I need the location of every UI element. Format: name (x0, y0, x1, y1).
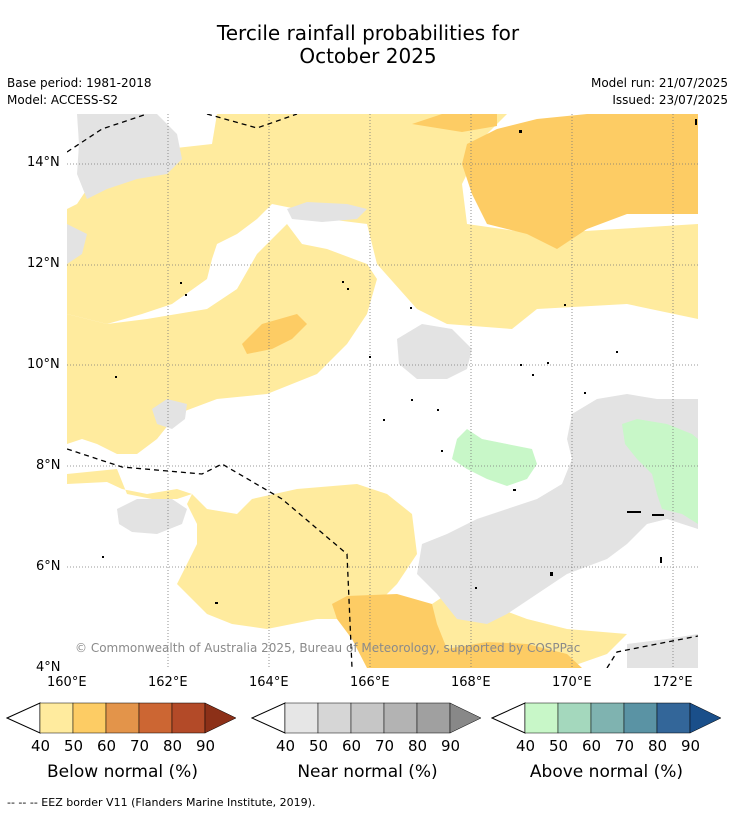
above-normal-40-50-regions (452, 419, 698, 524)
colorbar-swatch (39, 702, 74, 734)
islands (102, 119, 697, 604)
region-nw-grey (77, 114, 182, 199)
colorbar-swatch (524, 702, 559, 734)
colorbar-swatch (590, 702, 625, 734)
region-center-orange (242, 314, 307, 354)
colorbar-tick: 50 (549, 737, 569, 755)
below-normal-50-60-regions (242, 114, 698, 668)
colorbar-swatch (171, 702, 206, 734)
eez-borders (67, 114, 698, 668)
colorbar-near-normal-scale (251, 702, 482, 734)
colorbar-tick: 80 (408, 737, 428, 755)
colorbar-tick: 50 (309, 737, 329, 755)
colorbar-tick: 40 (516, 737, 536, 755)
colorbar-swatch (557, 702, 592, 734)
issued-date: Issued: 23/07/2025 (612, 93, 728, 107)
lat-label: 14°N (27, 155, 60, 170)
colorbar-title: Above normal (%) (529, 762, 684, 782)
colorbar-above-normal-scale (491, 702, 722, 734)
colorbar-max-arrow (204, 702, 237, 734)
lat-label: 4°N (36, 660, 61, 675)
lat-label: 6°N (36, 559, 61, 574)
lon-label: 170°E (552, 675, 592, 690)
lat-label: 8°N (36, 458, 61, 473)
region-north-orange (412, 114, 497, 132)
model-name: Model: ACCESS-S2 (7, 93, 119, 107)
copyright-notice: © Commonwealth of Australia 2025, Bureau… (75, 641, 581, 655)
region-west-yellow (67, 224, 377, 454)
colorbar-tick: 80 (648, 737, 668, 755)
title-line-1: Tercile rainfall probabilities for (216, 21, 520, 45)
lon-label: 166°E (350, 675, 390, 690)
lon-label: 160°E (47, 675, 87, 690)
colorbar-tick: 40 (31, 737, 51, 755)
eez-footnote: -- -- -- EEZ border V11 (Flanders Marine… (7, 796, 316, 809)
below-normal-40-50-regions (67, 114, 698, 668)
colorbar-tick: 70 (375, 737, 395, 755)
region-south-yellow (67, 469, 417, 629)
colorbar-tick: 70 (130, 737, 150, 755)
map-title: Tercile rainfall probabilities for Octob… (0, 22, 736, 68)
lat-label: 10°N (27, 357, 60, 372)
colorbar-tick: 80 (163, 737, 183, 755)
colorbar-swatch (72, 702, 107, 734)
colorbar-tick: 60 (582, 737, 602, 755)
lat-label: 12°N (27, 256, 60, 271)
title-line-2: October 2025 (299, 44, 437, 68)
colorbar-min-arrow (491, 702, 526, 734)
colorbar-swatch (284, 702, 319, 734)
graticule (67, 114, 698, 668)
lon-label: 164°E (249, 675, 289, 690)
colorbar-tick: 70 (615, 737, 635, 755)
colorbar-swatch (138, 702, 173, 734)
region-northeast-orange (462, 114, 698, 249)
colorbar-max-arrow (449, 702, 482, 734)
lon-label: 172°E (653, 675, 693, 690)
map-area (67, 114, 698, 668)
colorbar-swatch (656, 702, 691, 734)
region-south-orange (332, 594, 582, 668)
region-southeast-grey (627, 634, 698, 668)
colorbar-tick: 90 (441, 737, 461, 755)
base-period: Base period: 1981-2018 (7, 76, 152, 90)
colorbar-swatch (317, 702, 352, 734)
colorbar-tick: 90 (681, 737, 701, 755)
colorbar-tick: 60 (342, 737, 362, 755)
lon-label: 168°E (451, 675, 491, 690)
map-canvas (67, 114, 698, 668)
model-run: Model run: 21/07/2025 (590, 76, 728, 90)
colorbar-tick: 90 (196, 737, 216, 755)
region-center-grey (397, 324, 472, 379)
colorbar-tick: 40 (276, 737, 296, 755)
colorbar-tick: 60 (97, 737, 117, 755)
lon-label: 162°E (148, 675, 188, 690)
region-small-grey (152, 399, 187, 429)
colorbar-title: Near normal (%) (297, 762, 438, 782)
region-north-grey (287, 202, 367, 222)
colorbar-title: Below normal (%) (47, 762, 198, 782)
colorbar-swatch (350, 702, 385, 734)
region-north-yellow (67, 114, 698, 329)
colorbar-tick: 50 (64, 737, 84, 755)
region-east-green (622, 419, 698, 524)
region-nw-grey-2 (67, 224, 87, 264)
near-normal-40-50-regions (67, 114, 698, 668)
region-center-green (452, 429, 537, 486)
colorbar-swatch (416, 702, 451, 734)
region-southwest-grey (117, 499, 187, 534)
colorbar-below-normal-scale (6, 702, 237, 734)
colorbar-max-arrow (689, 702, 722, 734)
colorbar-swatch (623, 702, 658, 734)
colorbar-min-arrow (6, 702, 41, 734)
colorbar-swatch (105, 702, 140, 734)
region-east-grey (417, 394, 698, 624)
colorbar-min-arrow (251, 702, 286, 734)
colorbar-swatch (383, 702, 418, 734)
